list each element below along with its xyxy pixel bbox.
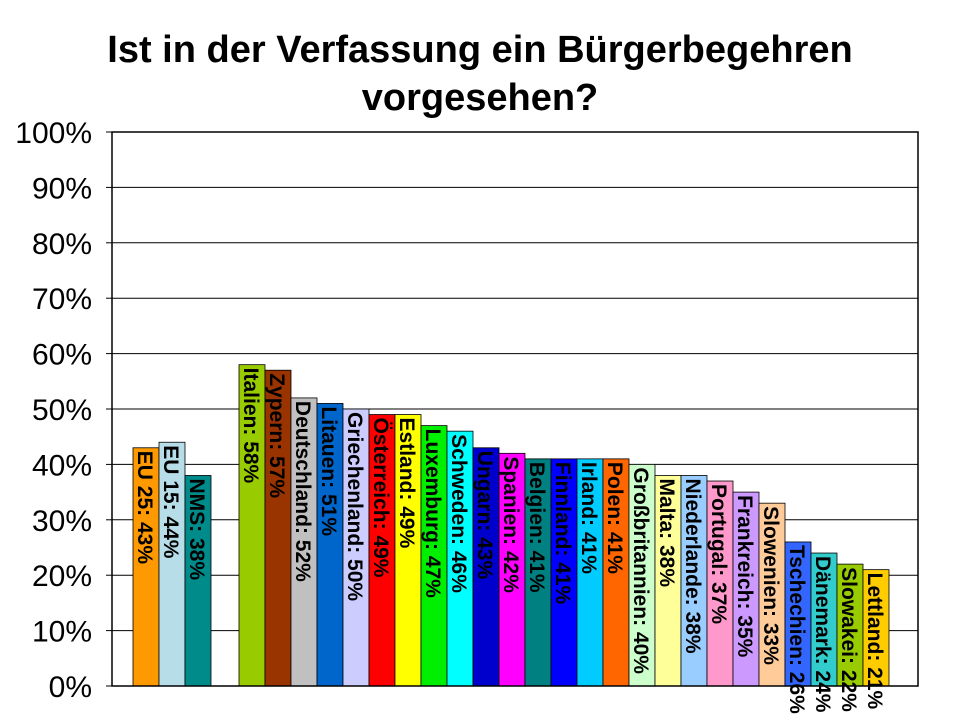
bar-label-4: Zypern: 57% <box>265 373 288 498</box>
bar-15 <box>550 458 578 687</box>
y-tick-label: 50% <box>32 394 92 427</box>
bar-26 <box>836 563 864 687</box>
bar-label-6: Litauen: 51% <box>317 406 340 536</box>
bar-label-25: Dänemark: 24% <box>811 556 834 713</box>
bar-label-21: Portugal: 37% <box>707 484 730 624</box>
bar-label-26: Slowakei: 22% <box>837 567 860 712</box>
bar-label-9: Estland: 49% <box>395 418 418 549</box>
bar-17 <box>602 458 630 687</box>
bar-label-15: Finnland: 41% <box>551 462 574 605</box>
bar-label-10: Luxemburg: 47% <box>421 429 444 599</box>
bar-label-5: Deutschland: 52% <box>291 401 314 582</box>
bar-9 <box>394 414 422 687</box>
chart-title-line-2: vorgesehen? <box>361 77 599 119</box>
bar-0 <box>132 447 160 687</box>
y-tick-label: 60% <box>32 339 92 372</box>
bar-label-3: Italien: 58% <box>239 368 262 484</box>
bar-24 <box>784 541 812 687</box>
bar-label-22: Frankreich: 35% <box>733 495 756 658</box>
y-tick-label: 30% <box>32 505 92 538</box>
bar-label-13: Spanien: 42% <box>499 456 522 593</box>
bar-label-17: Polen: 41% <box>603 462 626 574</box>
bar-labels: EU 25: 43% EU 15: 44% NMS: 38% Italien: 58%… <box>133 368 886 714</box>
bar-label-8: Österreich: 49% <box>369 418 392 578</box>
bar-27 <box>862 569 890 687</box>
y-axis-tick-labels: 0% 10% 20% 30% 40% 50% 60% 70% 80% 90% 100% <box>15 117 92 704</box>
bar-label-14: Belgien: 41% <box>525 462 548 593</box>
y-tick-label: 10% <box>32 616 92 649</box>
bar-6 <box>316 403 344 687</box>
bar-label-11: Schweden: 46% <box>447 434 470 593</box>
y-tick-label: 20% <box>32 560 92 593</box>
y-tick-label: 100% <box>15 117 92 150</box>
bar-3 <box>238 364 266 687</box>
bar-16 <box>576 458 604 687</box>
y-tick-label: 90% <box>32 172 92 205</box>
bar-label-19: Malta: 38% <box>655 478 678 587</box>
chart-title: Ist in der Verfassung ein Bürgerbegehren… <box>0 26 960 122</box>
bar-label-24: Tschechien: 26% <box>785 545 808 714</box>
y-tick-label: 0% <box>49 671 92 704</box>
bars <box>132 364 890 687</box>
bar-14 <box>524 458 552 687</box>
bar-label-18: Großbritannien: 40% <box>629 467 652 674</box>
bar-label-7: Griechenland: 50% <box>343 412 366 601</box>
bar-label-12: Ungarn: 43% <box>473 451 496 580</box>
chart-title-line-1: Ist in der Verfassung ein Bürgerbegehren <box>107 29 853 71</box>
bar-19 <box>654 475 682 687</box>
bar-label-20: Niederlande: 38% <box>681 478 704 653</box>
bar-7 <box>342 408 370 687</box>
bar-10 <box>420 425 448 687</box>
bar-23 <box>758 502 786 687</box>
bar-label-0: EU 25: 43% <box>133 451 156 565</box>
bar-label-16: Irland: 41% <box>577 462 600 574</box>
bar-label-27: Lettland: 21% <box>863 573 886 710</box>
plot-area-frame <box>111 131 919 687</box>
bar-13 <box>498 452 526 687</box>
bar-20 <box>680 475 708 687</box>
bar-label-23: Slowenien: 33% <box>759 506 782 665</box>
bar-5 <box>290 397 318 687</box>
bar-4 <box>264 369 292 687</box>
bar-label-1: EU 15: 44% <box>159 445 182 559</box>
bar-11 <box>446 430 474 687</box>
bar-8 <box>368 414 396 687</box>
y-tick-label: 70% <box>32 283 92 316</box>
y-tick-label: 80% <box>32 228 92 261</box>
y-tick-label: 40% <box>32 449 92 482</box>
bar-label-2: NMS: 38% <box>185 478 208 580</box>
